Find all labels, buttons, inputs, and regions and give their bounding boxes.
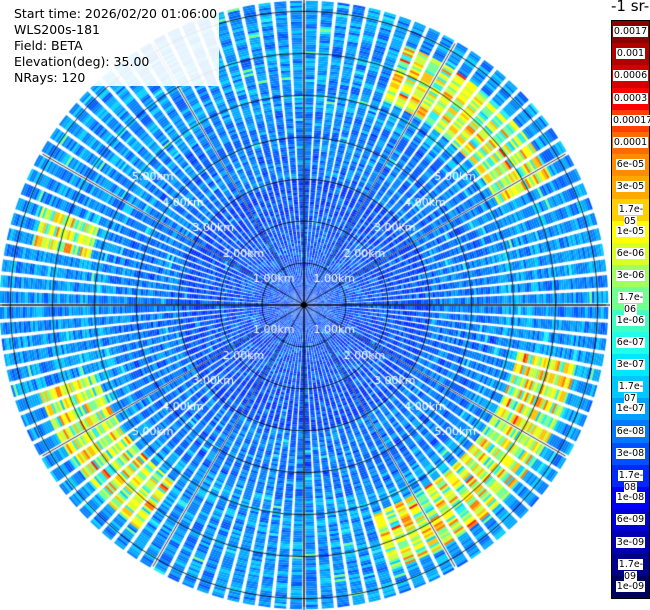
colorbar-tick-label: 3e-08 (615, 447, 646, 459)
colorbar-tick-label: 6e-06 (615, 248, 646, 260)
colorbar-tick-label: 6e-09 (615, 514, 646, 526)
colorbar-tick-label: 1e-08 (615, 492, 646, 504)
colorbar-tick-label: 3e-09 (615, 536, 646, 548)
colorbar-tick-label: 6e-07 (615, 336, 646, 348)
field-text: Field: BETA (14, 38, 83, 53)
instrument-text: WLS200s-181 (14, 22, 100, 37)
colorbar-tick-label: 1.7e-05 (617, 203, 644, 227)
colorbar-tick-label: 0.0003 (612, 92, 649, 104)
ppi-scan-plot (0, 0, 610, 610)
colorbar-tick-label: 1e-09 (615, 580, 646, 592)
scan-info-panel: Start time: 2026/02/20 01:06:00 WLS200s-… (12, 6, 220, 86)
colorbar-tick-label: 1e-05 (615, 225, 646, 237)
colorbar-tick-label: 0.00017 (612, 114, 650, 127)
colorbar-tick-label: 3e-07 (615, 358, 646, 370)
elevation-text: Elevation(deg): 35.00 (14, 54, 150, 69)
colorbar-tick-label: 1e-07 (615, 403, 646, 415)
colorbar-tick-label: 0.001 (615, 48, 646, 60)
colorbar-tick-label: 3e-05 (615, 181, 646, 193)
colorbar-tick-label: 0.0001 (612, 137, 649, 149)
colorbar-tick-label: 1.7e-07 (617, 381, 644, 405)
colorbar: 0.0017 0.001 0.0006 0.0003 0.00017 0.0001 6e-0… (611, 20, 650, 599)
colorbar-tick-label: 3e-06 (615, 270, 646, 282)
colorbar-tick-label: 1.7e-08 (617, 469, 644, 493)
colorbar-title: -1 sr- (611, 0, 650, 15)
colorbar-tick-label: 6e-05 (615, 159, 646, 171)
colorbar-tick-label: 0.0017 (612, 26, 649, 38)
colorbar-tick-label: 0.0006 (612, 70, 649, 82)
nrays-text: NRays: 120 (14, 70, 86, 85)
start-time-text: Start time: 2026/02/20 01:06:00 (14, 6, 218, 21)
colorbar-tick-label: 6e-08 (615, 425, 646, 437)
colorbar-tick-label: 1e-06 (615, 314, 646, 326)
colorbar-tick-label: 1.7e-09 (617, 558, 644, 582)
colorbar-tick-label: 1.7e-06 (617, 292, 644, 316)
